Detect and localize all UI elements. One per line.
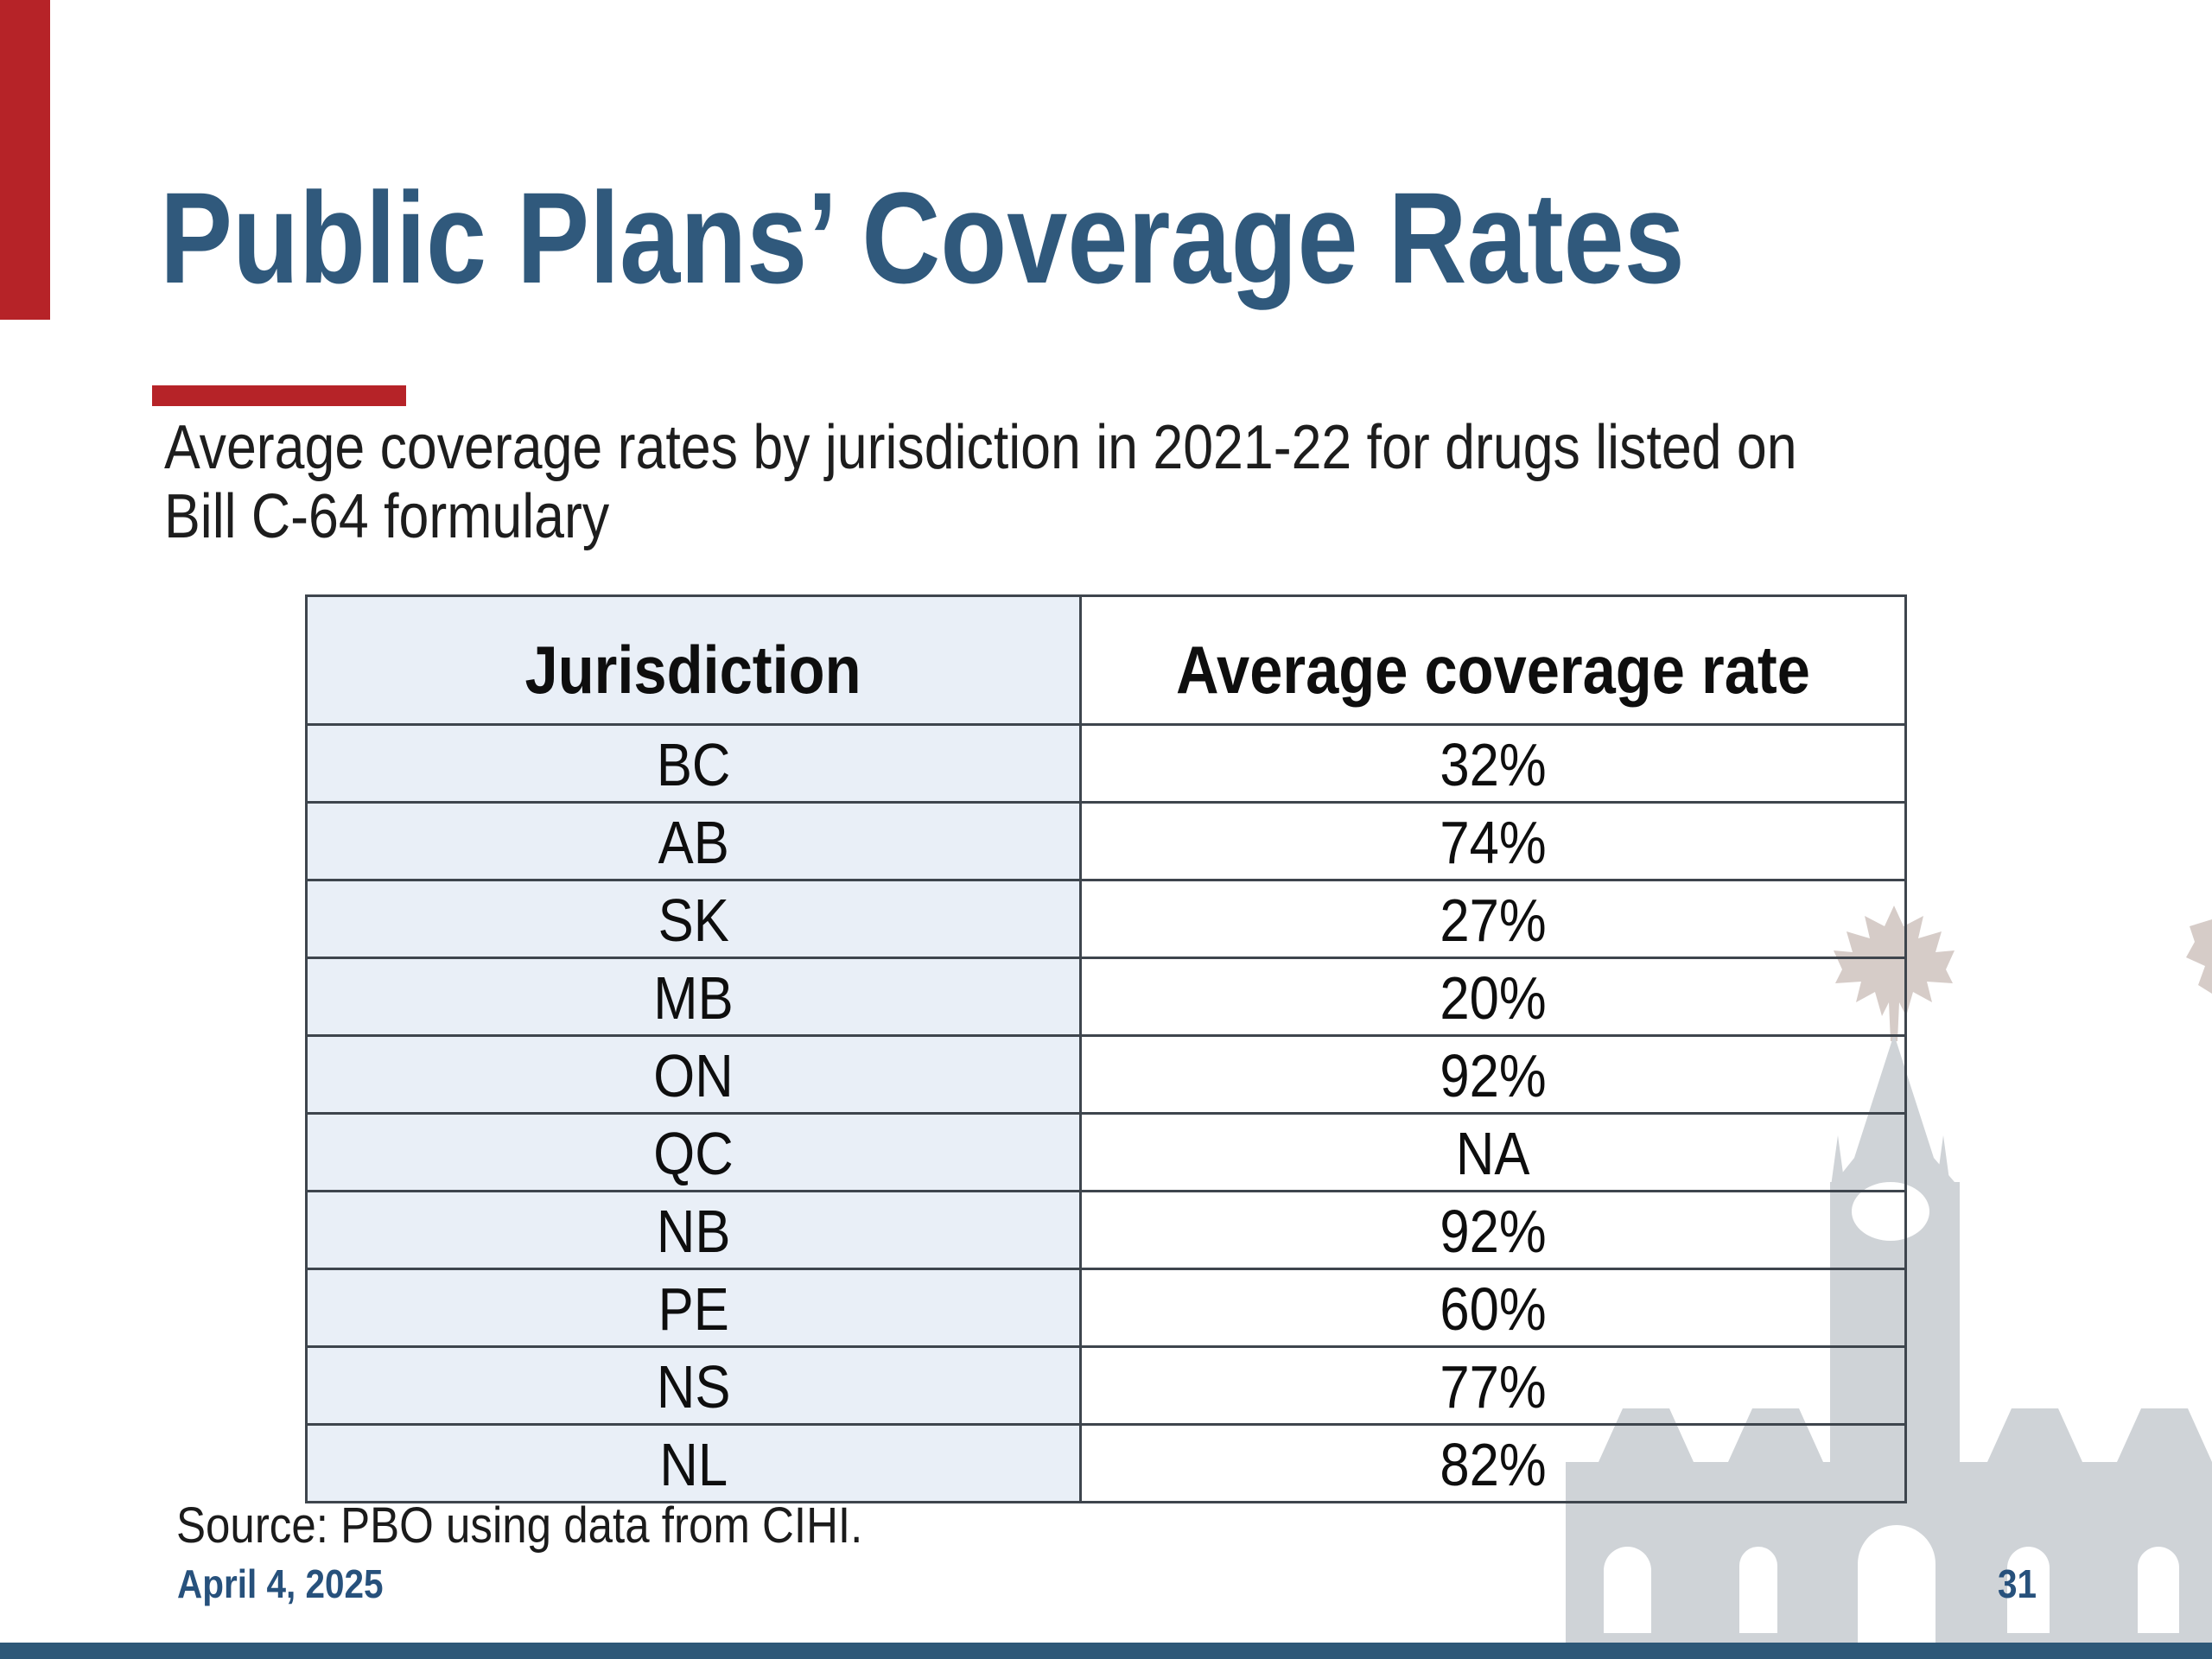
jurisdiction-cell: NB [305,1190,1082,1270]
table-row: SK 27% [305,879,1907,959]
subtitle-line-2: Bill C-64 formulary [164,482,610,551]
building-gable [1987,1408,2082,1462]
title-underline-accent [152,385,406,406]
jurisdiction-cell: BC [305,723,1082,804]
table-row: BC 32% [305,723,1907,804]
subtitle: Average coverage rates by jurisdiction i… [164,413,2041,551]
table-row: AB 74% [305,801,1907,881]
rate-cell: 27% [1079,879,1907,959]
table-row: MB 20% [305,957,1907,1037]
table-row: QC NA [305,1112,1907,1192]
jurisdiction-cell: QC [305,1112,1082,1192]
bottom-accent-bar [0,1643,2212,1659]
jurisdiction-cell: NL [305,1423,1082,1503]
footer-date: April 4, 2025 [177,1561,384,1606]
column-header-jurisdiction: Jurisdiction [305,594,1082,726]
rate-cell: 74% [1079,801,1907,881]
jurisdiction-cell: SK [305,879,1082,959]
table-row: NS 77% [305,1345,1907,1426]
source-note: Source: PBO using data from CIHI. [176,1497,863,1554]
jurisdiction-cell: MB [305,957,1082,1037]
subtitle-line-1: Average coverage rates by jurisdiction i… [164,413,1797,482]
rate-cell: NA [1079,1112,1907,1192]
table-header-row: Jurisdiction Average coverage rate [305,594,1907,726]
table-header: Jurisdiction Average coverage rate [305,594,1907,726]
rate-cell: 77% [1079,1345,1907,1426]
table-row: NL 82% [305,1423,1907,1503]
table-row: PE 60% [305,1268,1907,1348]
rate-cell: 20% [1079,957,1907,1037]
jurisdiction-cell: ON [305,1034,1082,1115]
rate-cell: 60% [1079,1268,1907,1348]
coverage-table: Jurisdiction Average coverage rate BC 32… [305,594,1907,1503]
rate-cell: 82% [1079,1423,1907,1503]
jurisdiction-cell: PE [305,1268,1082,1348]
rate-cell: 92% [1079,1034,1907,1115]
table-row: ON 92% [305,1034,1907,1115]
jurisdiction-cell: NS [305,1345,1082,1426]
arched-windows [1604,1525,2179,1659]
table-row: NB 92% [305,1190,1907,1270]
red-accent-corner-bar [0,0,50,320]
page-number: 31 [1998,1561,2037,1606]
tower-pinnacle-right [1936,1135,1951,1192]
building-gable [2117,1408,2212,1462]
column-header-rate: Average coverage rate [1079,594,1907,726]
table-body: BC 32% AB 74% SK 27% MB 20% ON 92% QC NA [305,723,1907,1503]
rate-cell: 32% [1079,723,1907,804]
maple-leaf-edge-sliver [2186,919,2212,994]
coverage-table-container: Jurisdiction Average coverage rate BC 32… [305,594,1907,1503]
jurisdiction-cell: AB [305,801,1082,881]
page-title: Public Plans’ Coverage Rates [160,165,1685,310]
rate-cell: 92% [1079,1190,1907,1270]
